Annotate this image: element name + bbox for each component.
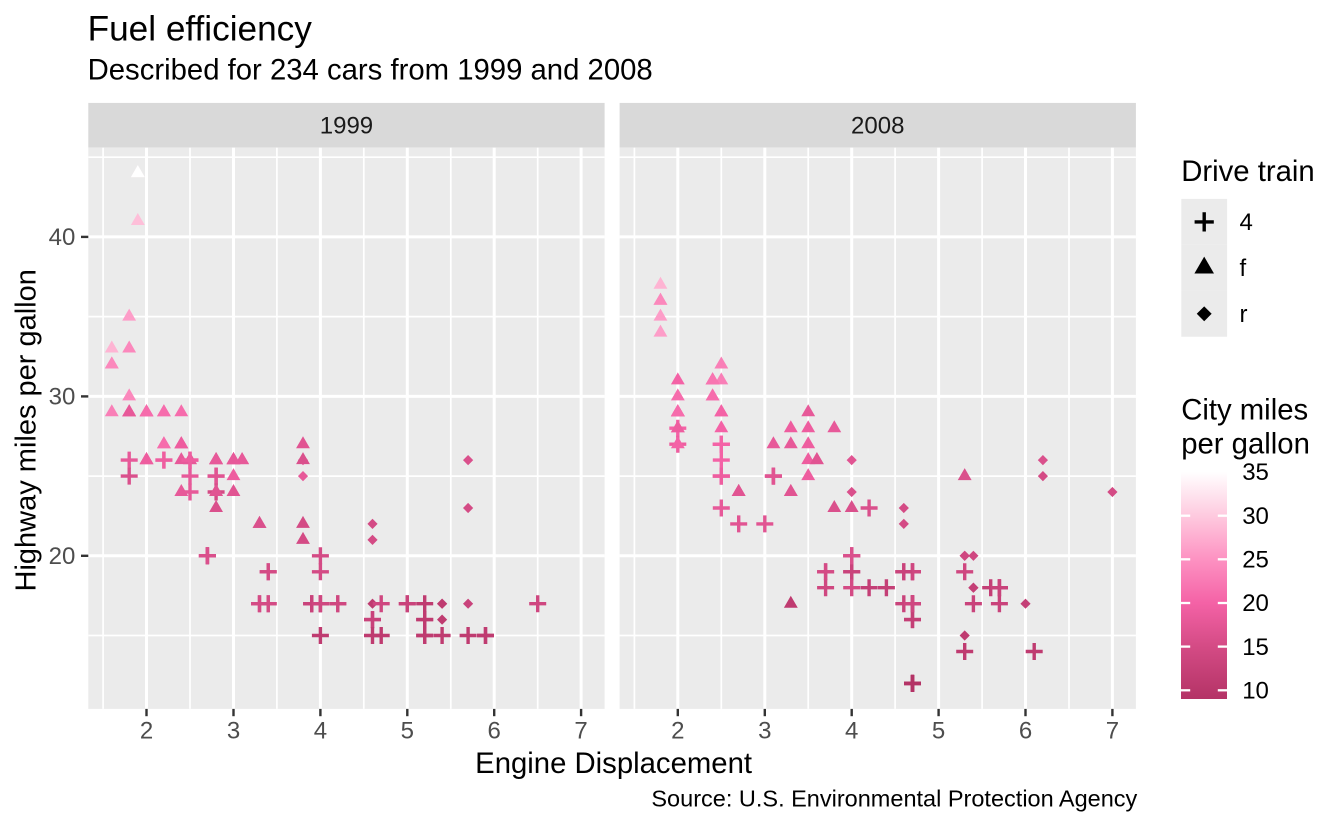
svg-text:2: 2 — [671, 718, 684, 745]
svg-text:r: r — [1240, 301, 1248, 328]
svg-text:3: 3 — [758, 718, 771, 745]
svg-text:4: 4 — [1240, 209, 1253, 236]
svg-text:Source: U.S. Environmental Pro: Source: U.S. Environmental Protection Ag… — [651, 786, 1137, 812]
svg-text:Highway miles per gallon: Highway miles per gallon — [11, 269, 43, 591]
svg-text:3: 3 — [227, 718, 240, 745]
svg-text:10: 10 — [1242, 678, 1269, 705]
svg-text:15: 15 — [1242, 634, 1269, 661]
svg-text:5: 5 — [401, 718, 414, 745]
svg-text:per gallon: per gallon — [1181, 427, 1310, 460]
svg-text:2008: 2008 — [851, 113, 904, 140]
svg-text:30: 30 — [49, 384, 76, 411]
svg-text:25: 25 — [1242, 547, 1269, 574]
svg-text:Fuel efficiency: Fuel efficiency — [88, 9, 313, 48]
svg-text:5: 5 — [932, 718, 945, 745]
svg-text:6: 6 — [1019, 718, 1032, 745]
svg-text:City miles: City miles — [1181, 394, 1308, 427]
svg-text:4: 4 — [314, 718, 327, 745]
svg-text:Engine Displacement: Engine Displacement — [475, 747, 752, 780]
svg-text:20: 20 — [1242, 590, 1269, 617]
svg-text:35: 35 — [1242, 459, 1269, 486]
svg-text:1999: 1999 — [320, 113, 373, 140]
svg-text:6: 6 — [488, 718, 501, 745]
svg-text:f: f — [1240, 255, 1247, 282]
svg-text:7: 7 — [574, 718, 587, 745]
svg-text:Described for 234 cars from 19: Described for 234 cars from 1999 and 200… — [88, 54, 653, 87]
svg-text:4: 4 — [845, 718, 858, 745]
svg-text:40: 40 — [49, 224, 76, 251]
svg-text:Drive train: Drive train — [1181, 155, 1315, 188]
svg-text:30: 30 — [1242, 503, 1269, 530]
svg-text:20: 20 — [49, 543, 76, 570]
svg-text:7: 7 — [1106, 718, 1119, 745]
svg-text:2: 2 — [140, 718, 153, 745]
